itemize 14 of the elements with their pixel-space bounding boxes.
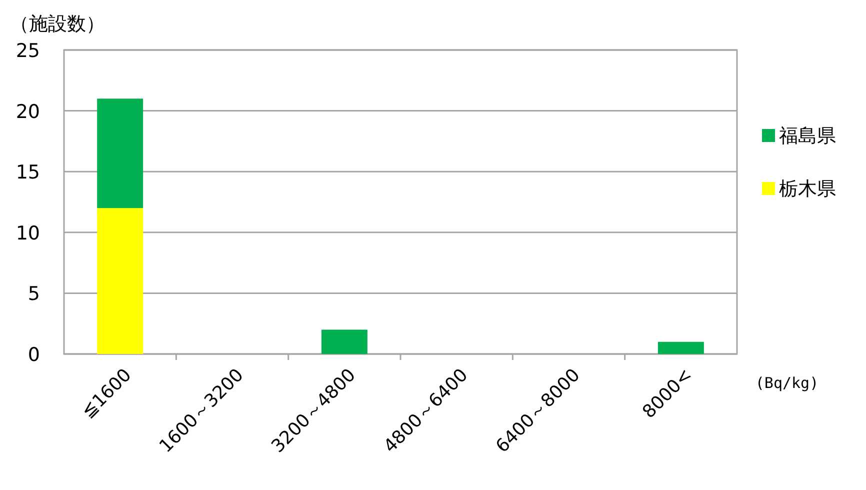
bar bbox=[97, 208, 144, 354]
x-axis-title: (Bq/kg) bbox=[755, 374, 819, 392]
y-tick-label: 5 bbox=[28, 283, 40, 306]
y-tick-label: 0 bbox=[28, 344, 40, 366]
y-tick-label: 15 bbox=[16, 162, 40, 184]
y-tick-label: 10 bbox=[16, 222, 40, 244]
legend-label: 福島県 bbox=[779, 125, 836, 147]
bar bbox=[97, 98, 144, 208]
y-axis-title: （施設数） bbox=[10, 13, 105, 35]
bar bbox=[321, 330, 368, 354]
y-tick-label: 25 bbox=[16, 40, 40, 62]
y-tick-label: 20 bbox=[16, 100, 40, 123]
bar bbox=[658, 342, 704, 354]
legend-label: 栃木県 bbox=[779, 178, 836, 200]
